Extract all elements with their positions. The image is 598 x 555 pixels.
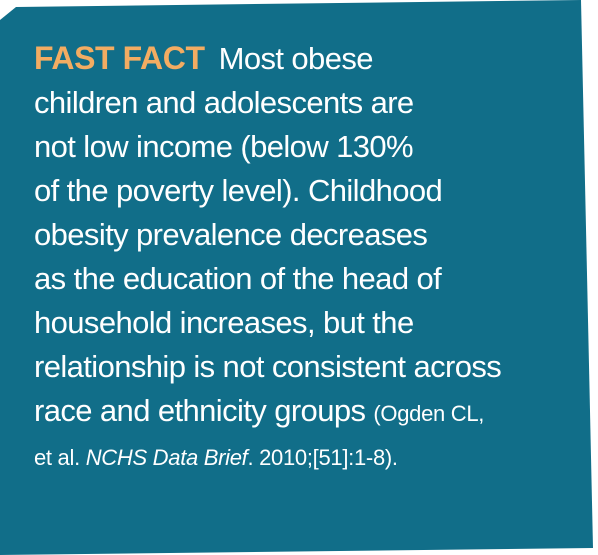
fact-text-line: Most obese [218,41,374,76]
fact-text-line: as the education of the head of [34,261,442,296]
citation-prefix: et al. [34,445,86,470]
fact-text-line: relationship is not consistent across [34,349,502,384]
fact-text-line: children and adolescents are [34,85,414,120]
citation-line: et al. NCHS Data Brief. 2010;[51]:1-8). [34,436,590,480]
fact-line-9: race and ethnicity groups (Ogden CL, [34,389,590,436]
citation-open: (Ogden CL, [373,401,485,426]
fact-text-line: household increases, but the [34,305,414,340]
citation-suffix: . 2010;[51]:1-8). [247,445,399,470]
fact-text-line: obesity prevalence decreases [34,217,428,252]
fact-text-line: race and ethnicity groups [34,393,366,428]
citation-journal: NCHS Data Brief [85,445,248,470]
fact-line-1: FAST FACT Most obese [34,36,590,81]
fast-fact-text: FAST FACT Most obese children and adolesc… [34,36,590,480]
fast-fact-label: FAST FACT [34,40,205,76]
fact-text-line: not low income (below 130% [34,129,414,164]
fact-text-line: of the poverty level). Childhood [34,173,443,208]
